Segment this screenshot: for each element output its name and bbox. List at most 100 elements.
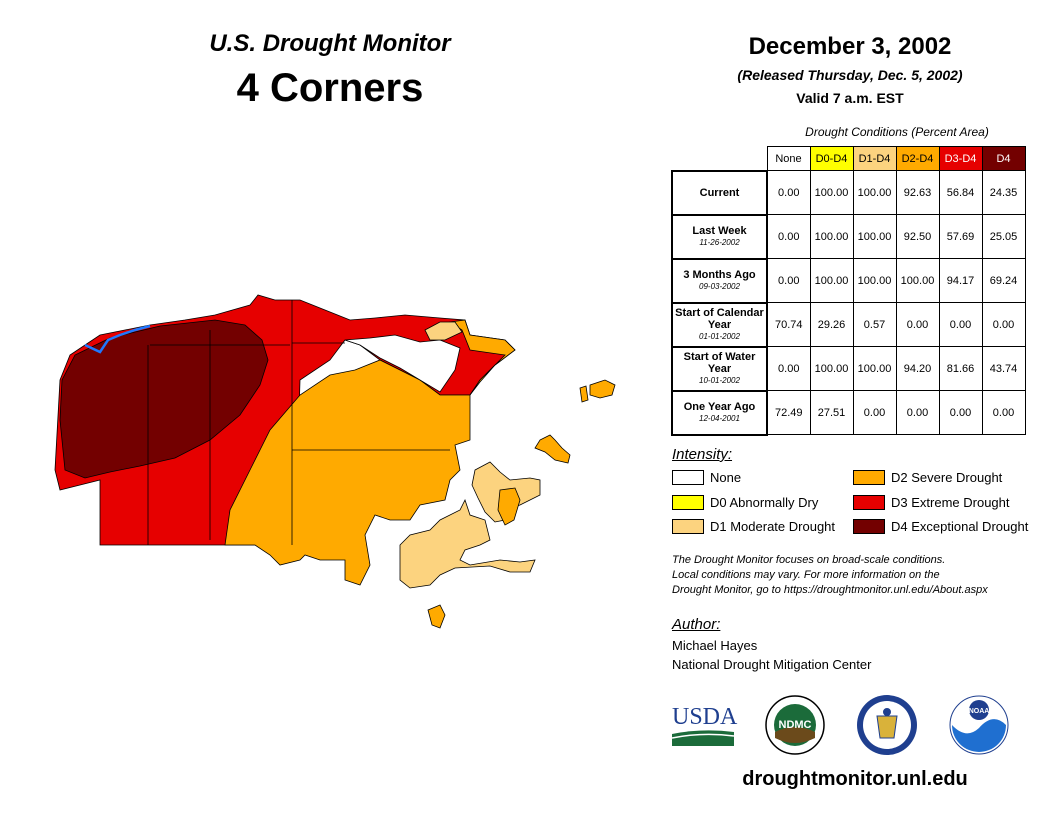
table-row: Start of Calendar Year 01-01-2002 70.74 29.… [671, 301, 1026, 348]
row-label: Start of Calendar Year 01-01-2002 [671, 301, 768, 348]
table-cell: 0.57 [852, 302, 897, 347]
note-line-3: Drought Monitor, go to https://droughtmo… [672, 584, 988, 596]
map-region-d4 [59, 319, 269, 479]
legend-swatch [853, 470, 885, 485]
row-label: Start of Water Year 10-01-2002 [671, 345, 768, 392]
row-label: 3 Months Ago 09-03-2002 [671, 257, 768, 304]
usda-logo: USDA [672, 704, 738, 746]
table-row: Current 0.00 100.00 100.00 92.63 56.84 24.35 [671, 169, 1026, 216]
legend-swatch [853, 495, 885, 510]
row-label-text: Current [699, 186, 740, 199]
table-row: Start of Water Year 10-01-2002 0.00 100.00 1… [671, 345, 1026, 392]
row-label-text: Start of Water Year [683, 350, 756, 375]
map-date: December 3, 2002 [748, 33, 952, 60]
table-corner [672, 147, 767, 171]
table-row: Last Week 11-26-2002 0.00 100.00 100.00 92.50… [671, 213, 1026, 260]
map-region-d2 [224, 319, 516, 586]
row-label-text: 3 Months Ago [683, 268, 756, 281]
table-cell: 100.00 [809, 214, 854, 259]
legend-item: None [672, 470, 741, 485]
table-cell: 72.49 [766, 390, 811, 435]
map-island-b [579, 385, 589, 403]
note-line-1: The Drought Monitor focuses on broad-sca… [672, 554, 946, 566]
table-cell: 70.74 [766, 302, 811, 347]
table-cell: 100.00 [852, 170, 897, 215]
column-header-d4: D4 [981, 146, 1026, 171]
table-cell: 100.00 [809, 258, 854, 303]
map-region-d1 [399, 498, 536, 589]
legend-item: D1 Moderate Drought [672, 519, 835, 534]
table-cell: 0.00 [981, 390, 1026, 435]
svg-text:NOAA: NOAA [969, 708, 990, 715]
author-name: Michael Hayes [672, 638, 758, 653]
table-cell: 100.00 [852, 214, 897, 259]
table-cell: 94.20 [895, 346, 940, 391]
row-label: Last Week 11-26-2002 [671, 213, 768, 260]
table-cell: 0.00 [938, 302, 983, 347]
row-label: Current [671, 169, 768, 216]
table-cell: 24.35 [981, 170, 1026, 215]
column-header-d0-d4: D0-D4 [809, 146, 854, 171]
legend-item: D3 Extreme Drought [853, 495, 1010, 510]
legend-label: D3 Extreme Drought [891, 495, 1010, 510]
table-cell: 69.24 [981, 258, 1026, 303]
row-date: 01-01-2002 [699, 331, 740, 341]
valid-time: Valid 7 a.m. EST [796, 90, 904, 106]
row-date: 11-26-2002 [699, 237, 740, 247]
column-header-d3-d4: D3-D4 [938, 146, 983, 171]
table-cell: 0.00 [852, 390, 897, 435]
legend-label: D1 Moderate Drought [710, 519, 836, 534]
table-cell: 0.00 [766, 346, 811, 391]
table-cell: 27.51 [809, 390, 854, 435]
row-label: One Year Ago 12-04-2001 [671, 389, 768, 436]
table-cell: 100.00 [895, 258, 940, 303]
commerce-seal [857, 695, 917, 755]
table-cell: 92.63 [895, 170, 940, 215]
table-cell: 25.05 [981, 214, 1026, 259]
legend-label: D4 Exceptional Drought [891, 519, 1029, 534]
note-line-2: Local conditions may vary. For more info… [672, 569, 940, 581]
legend-swatch [672, 519, 704, 534]
table-cell: 0.00 [981, 302, 1026, 347]
column-header-d1-d4: D1-D4 [852, 146, 897, 171]
author-organization: National Drought Mitigation Center [672, 657, 872, 672]
footer-url[interactable]: droughtmonitor.unl.edu [742, 768, 968, 790]
table-cell: 0.00 [938, 390, 983, 435]
table-cell: 92.50 [895, 214, 940, 259]
noaa-logo: NOAA [949, 695, 1009, 755]
legend-swatch [853, 519, 885, 534]
table-cell: 100.00 [852, 258, 897, 303]
river-line [84, 324, 151, 354]
legend-item: D2 Severe Drought [853, 470, 1002, 485]
table-cell: 81.66 [938, 346, 983, 391]
legend-item: D4 Exceptional Drought [853, 519, 1028, 534]
legend-swatch [672, 495, 704, 510]
table-cell: 100.00 [852, 346, 897, 391]
table-cell: 94.17 [938, 258, 983, 303]
disclaimer-note: The Drought Monitor focuses on broad-sca… [672, 553, 1052, 598]
table-header-row: None D0-D4 D1-D4 D2-D4 D3-D4 D4 [672, 146, 1026, 171]
table-cell: 0.00 [766, 258, 811, 303]
row-date: 09-03-2002 [699, 281, 740, 291]
column-header-d2-d4: D2-D4 [895, 146, 940, 171]
table-cell: 100.00 [809, 170, 854, 215]
row-date: 10-01-2002 [699, 375, 740, 385]
row-label-text: Last Week [692, 224, 747, 237]
legend-item: D0 Abnormally Dry [672, 495, 818, 510]
table-cell: 0.00 [895, 390, 940, 435]
drought-stats-table: None D0-D4 D1-D4 D2-D4 D3-D4 D4 Current 0.00 10… [671, 146, 1026, 436]
drought-map [54, 294, 616, 629]
legend-label: None [710, 470, 742, 485]
row-label-text: Start of Calendar Year [675, 306, 764, 331]
county-lines [147, 300, 450, 545]
table-cell: 100.00 [809, 346, 854, 391]
legend-label: D0 Abnormally Dry [710, 495, 819, 510]
table-row: 3 Months Ago 09-03-2002 0.00 100.00 100.00 10… [671, 257, 1026, 304]
map-title: U.S. Drought Monitor [209, 30, 451, 57]
map-island-a [589, 379, 616, 399]
table-row: One Year Ago 12-04-2001 72.49 27.51 0.00 0.00… [671, 389, 1026, 436]
svg-text:NDMC: NDMC [779, 719, 812, 731]
author-heading: Author: [672, 616, 721, 633]
table-cell: 56.84 [938, 170, 983, 215]
map-island-d [427, 604, 446, 629]
